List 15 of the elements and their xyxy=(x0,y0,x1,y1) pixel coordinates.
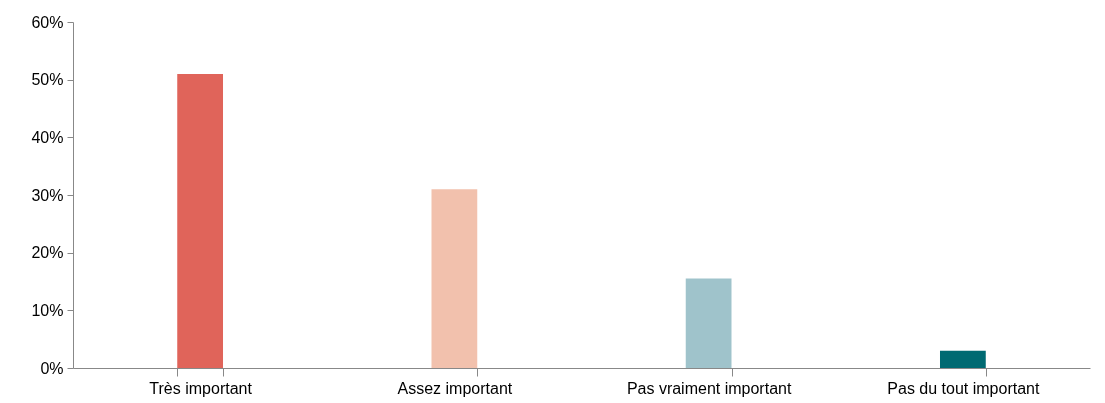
x-tick-label: Pas du tout important xyxy=(887,379,1040,397)
bar xyxy=(939,350,986,368)
x-tick-label: Très important xyxy=(149,379,253,397)
y-tick-label: 10% xyxy=(31,301,64,319)
y-tick-label: 50% xyxy=(31,71,64,89)
bar xyxy=(685,278,732,368)
x-tick-label: Assez important xyxy=(397,379,513,397)
x-tick-label: Pas vraiment important xyxy=(626,379,792,397)
y-tick-label: 60% xyxy=(31,13,64,31)
bar xyxy=(431,189,478,368)
y-tick-label: 20% xyxy=(31,244,64,262)
bar xyxy=(177,73,224,368)
y-tick-label: 40% xyxy=(31,128,64,146)
y-tick-label: 30% xyxy=(31,186,64,204)
y-tick-label: 0% xyxy=(40,359,64,377)
